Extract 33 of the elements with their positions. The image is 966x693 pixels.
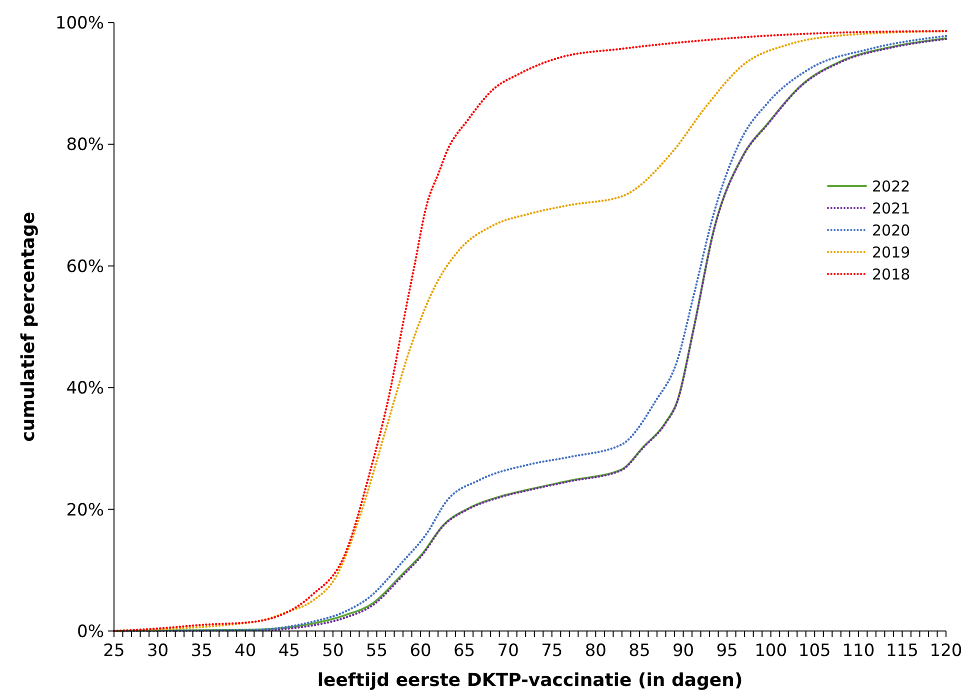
y-axis-title: cumulatief percentage	[18, 212, 39, 442]
legend-label: 2020	[872, 221, 910, 240]
x-tick-label: 35	[190, 641, 212, 661]
x-tick-label: 120	[930, 641, 962, 661]
x-tick-label: 85	[628, 641, 650, 661]
x-tick-label: 60	[410, 641, 432, 661]
x-tick-label: 30	[146, 641, 169, 661]
x-tick-label: 65	[453, 641, 476, 661]
x-tick-label: 45	[278, 641, 300, 661]
x-tick-label: 100	[754, 641, 788, 661]
x-tick-label: 80	[584, 641, 607, 661]
legend-label: 2018	[872, 265, 910, 284]
y-tick-label: 60%	[66, 256, 104, 277]
y-tick-label: 100%	[55, 14, 104, 34]
x-tick-label: 50	[322, 641, 344, 661]
y-tick-label: 40%	[66, 378, 104, 399]
legend-label: 2021	[872, 199, 910, 218]
y-tick-label: 20%	[66, 500, 104, 520]
x-tick-label: 95	[716, 641, 738, 661]
x-tick-label: 70	[497, 641, 519, 661]
y-tick-label: 0%	[77, 622, 104, 642]
legend-label: 2022	[872, 177, 910, 196]
y-tick-label: 80%	[66, 135, 104, 156]
x-tick-label: 110	[842, 641, 875, 661]
x-tick-label: 40	[234, 641, 256, 661]
x-axis-title: leeftijd eerste DKTP-vaccinatie (in dagen)	[317, 670, 743, 691]
x-tick-label: 105	[798, 641, 831, 661]
x-tick-label: 55	[366, 641, 388, 661]
x-tick-label: 25	[103, 641, 125, 661]
legend-label: 2019	[872, 243, 910, 262]
x-tick-label: 75	[541, 641, 563, 661]
x-tick-label: 90	[672, 641, 694, 661]
x-tick-label: 115	[886, 641, 918, 661]
